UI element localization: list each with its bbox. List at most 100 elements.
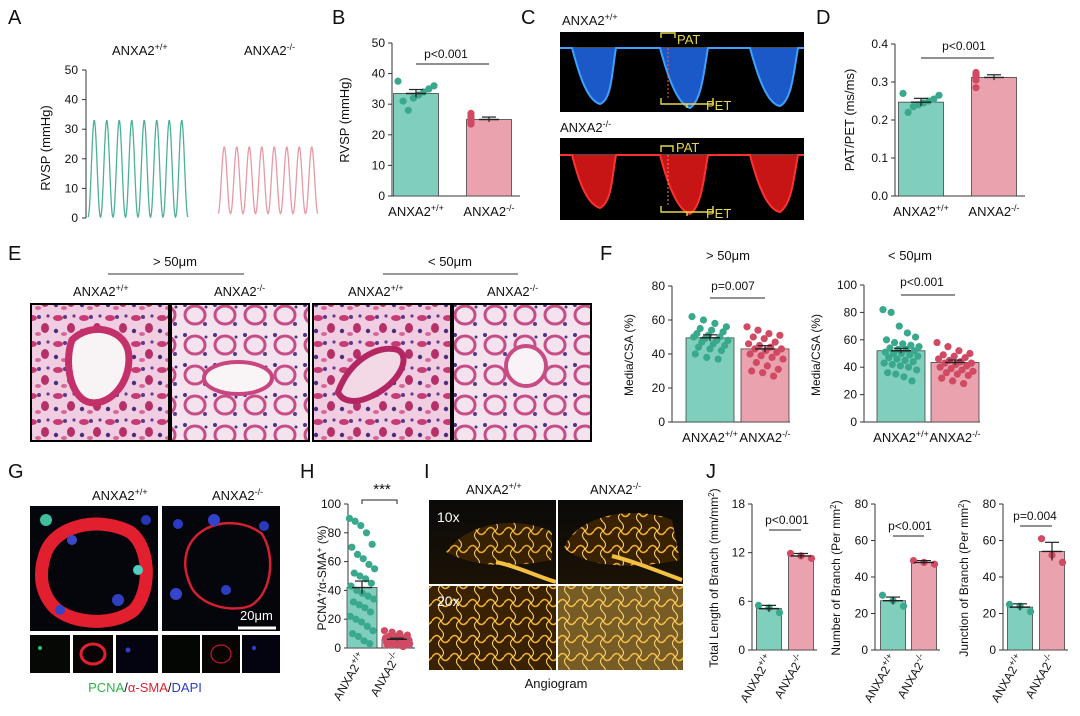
panel-j-y-label-2: Number of Branch (Per mm2) xyxy=(829,500,843,655)
f2-point-1-6 xyxy=(961,354,969,362)
panel-letter-h: H xyxy=(300,461,314,483)
angiogram-ko-20x xyxy=(558,586,683,670)
panel-letter-c: C xyxy=(521,7,535,29)
if-wt-nucleus-1 xyxy=(67,535,77,545)
f2-point-1-14 xyxy=(936,363,944,371)
f1-point-1-13 xyxy=(773,348,781,356)
f2-point-0-8 xyxy=(907,341,915,349)
f1-point-1-23 xyxy=(770,372,778,380)
f2-point-1-18 xyxy=(942,369,950,377)
angiogram-mag-10x: 10x xyxy=(437,509,460,525)
h-y-tick-label-4: 80 xyxy=(328,526,342,540)
d-y-tick-label-0: 0.0 xyxy=(871,189,888,203)
h-point-0-20 xyxy=(355,601,363,609)
f2-point-1-22 xyxy=(949,377,957,385)
j2-category-label-0: ANXA2+/+ xyxy=(860,652,900,705)
f2-point-0-6 xyxy=(891,338,899,347)
if-wt-sma-channel xyxy=(73,635,113,673)
f1-point-0-14 xyxy=(698,338,706,346)
f1-y-tick-label-1: 20 xyxy=(652,381,666,395)
angiogram-ko-10x-tree xyxy=(564,513,680,566)
f2-point-0-22 xyxy=(909,358,917,366)
j1-point-0-0 xyxy=(754,601,763,609)
f1-point-1-14 xyxy=(746,350,754,358)
panel-f-y-label-1: Media/CSA (%) xyxy=(622,314,636,396)
f1-point-0-16 xyxy=(721,341,729,350)
panel-letter-i: I xyxy=(424,461,430,483)
f2-point-1-5 xyxy=(950,352,958,360)
panel-b-y-label: RVSP (mmHg) xyxy=(337,77,352,162)
if-ko-pcna-channel xyxy=(162,635,200,673)
panel-a-y-tick-label-0: 0 xyxy=(71,211,78,225)
b-point-0-6 xyxy=(404,106,412,114)
f2-point-0-10 xyxy=(886,344,894,352)
if-channel-legend: PCNA/α-SMA/DAPI xyxy=(88,680,202,695)
b-point-0-7 xyxy=(399,97,407,105)
if-wt-pcna-cell-2 xyxy=(133,565,143,575)
f2-point-0-13 xyxy=(910,347,918,355)
chart-f1: 0 20 40 60 80 ANXA2+/+ ANXA2-/- xyxy=(652,279,791,445)
chart-h: 0 20 40 60 80 100 ANXA2+/+ANXA2-/- xyxy=(321,497,415,703)
f2-point-0-7 xyxy=(899,340,907,348)
f2-point-0-21 xyxy=(901,356,909,364)
h-point-0-31 xyxy=(366,640,374,648)
f2-point-0-2 xyxy=(895,322,903,330)
f2-point-0-1 xyxy=(887,308,895,316)
if-ko-sma-ring xyxy=(210,644,232,664)
f1-point-1-19 xyxy=(763,362,771,370)
f1-point-0-15 xyxy=(709,340,717,348)
panel-g: G ANXA2+/+ ANXA2-/- 20μm PCNA/α-SMA/DAPI xyxy=(8,461,280,695)
h-point-0-27 xyxy=(369,627,377,635)
j2-point-0-0 xyxy=(878,591,887,599)
f2-point-0-26 xyxy=(904,363,913,371)
f1-point-1-17 xyxy=(779,355,787,363)
f2-point-1-4 xyxy=(939,351,947,359)
panel-a-y-tick-label-5: 50 xyxy=(65,63,79,77)
f2-point-1-1 xyxy=(944,343,952,351)
panel-d-y-label: PAT/PET (ms/ms) xyxy=(842,69,857,172)
if-wt-sma-ring xyxy=(79,642,107,666)
angiogram-mag-20x: 20x xyxy=(437,593,460,609)
j3-point-1-0 xyxy=(1037,535,1046,543)
h-point-0-24 xyxy=(352,615,360,623)
histology-ko-small-vessel xyxy=(504,344,548,388)
j2-y-tick-label-3: 60 xyxy=(855,534,869,548)
j2-y-tick-label-0: 0 xyxy=(861,643,868,657)
f2-point-0-19 xyxy=(885,354,893,362)
f1-category-label-0: ANXA2+/+ xyxy=(682,429,738,445)
j2-y-tick-label-4: 80 xyxy=(855,497,869,511)
panel-f: F > 50μm < 50μm Media/CSA (%) Media/CSA … xyxy=(600,243,981,445)
panel-e-wt-label-2: ANXA2+/+ xyxy=(348,283,404,299)
j3-y-tick-label-1: 20 xyxy=(983,607,997,621)
if-ko-vessel-ring xyxy=(184,521,272,610)
doppler-wt-pat-bracket xyxy=(660,32,676,38)
f2-point-0-15 xyxy=(889,349,898,358)
h-point-0-1 xyxy=(351,517,359,525)
panel-f-title-1: > 50μm xyxy=(706,248,750,263)
f2-point-0-16 xyxy=(897,349,906,358)
d-point-0-6 xyxy=(909,103,917,111)
f2-point-0-3 xyxy=(903,329,911,337)
panel-e-group2-label: < 50μm xyxy=(428,254,472,269)
f2-point-0-30 xyxy=(900,373,908,381)
f1-point-0-10 xyxy=(690,333,698,341)
panel-i-wt-label: ANXA2+/+ xyxy=(466,481,522,497)
panel-a-ko-trace xyxy=(217,146,319,215)
if-wt-dapi-channel xyxy=(116,635,158,673)
f1-y-tick-label-0: 0 xyxy=(658,415,665,429)
f2-point-0-17 xyxy=(906,351,914,359)
panel-j-y-label-1: Total Length of Branch (mm/mm2) xyxy=(707,488,721,667)
if-ko-nucleus-1 xyxy=(173,519,183,529)
if-wt-nucleus-3 xyxy=(55,605,65,615)
d-y-tick-label-4: 0.4 xyxy=(871,37,888,51)
panel-letter-j: J xyxy=(706,461,716,483)
f2-point-0-25 xyxy=(896,362,905,370)
panel-b: B RVSP (mmHg) 0 10 20 30 40 50 ANXA2+/+ ANXA2-/… xyxy=(332,7,520,219)
f1-y-tick-label-2: 40 xyxy=(652,347,666,361)
angiogram-wt-20x xyxy=(429,586,556,670)
h-point-0-30 xyxy=(360,637,368,645)
b-y-tick-label-1: 10 xyxy=(372,158,386,172)
j3-category-label-0: ANXA2+/+ xyxy=(987,652,1027,705)
if-ko-nucleus-2 xyxy=(208,514,220,526)
f1-point-0-0 xyxy=(688,313,696,321)
